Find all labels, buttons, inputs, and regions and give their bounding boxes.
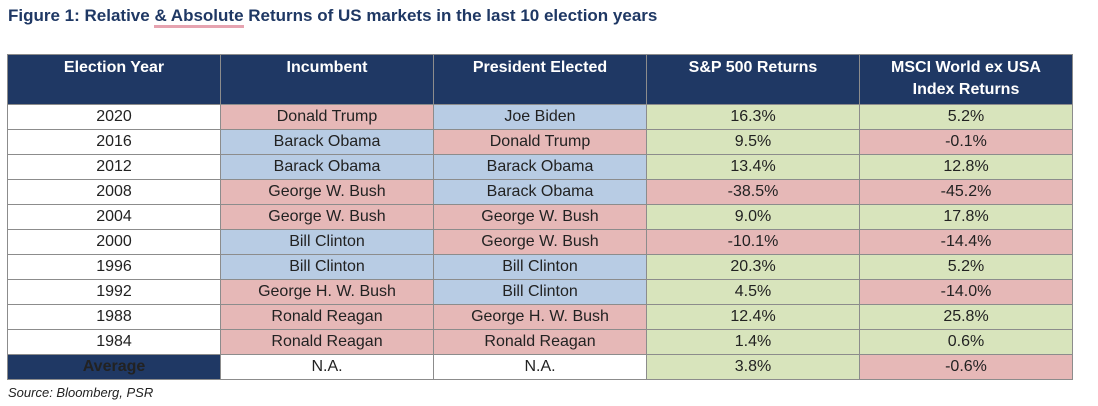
cell-msci-return: -0.1% xyxy=(859,129,1073,155)
cell-sp500-return: 9.0% xyxy=(646,204,860,230)
cell-incumbent: Ronald Reagan xyxy=(220,329,434,355)
cell-average-sp500: 3.8% xyxy=(646,354,860,380)
cell-average-msci: -0.6% xyxy=(859,354,1073,380)
cell-sp500-return: 16.3% xyxy=(646,104,860,130)
header-election-year: Election Year xyxy=(7,54,221,105)
cell-election-year: 2008 xyxy=(7,179,221,205)
table-row: 2020 Donald Trump Joe Biden 16.3% 5.2% xyxy=(7,104,1073,130)
header-msci-returns: MSCI World ex USA Index Returns xyxy=(859,54,1073,105)
cell-msci-return: -45.2% xyxy=(859,179,1073,205)
figure-title-highlight: & Absolute xyxy=(154,6,244,25)
cell-sp500-return: -38.5% xyxy=(646,179,860,205)
cell-incumbent: Bill Clinton xyxy=(220,229,434,255)
cell-sp500-return: 4.5% xyxy=(646,279,860,305)
cell-sp500-return: 13.4% xyxy=(646,154,860,180)
cell-msci-return: 25.8% xyxy=(859,304,1073,330)
cell-sp500-return: 12.4% xyxy=(646,304,860,330)
table-header-row: Election Year Incumbent President Electe… xyxy=(7,54,1073,105)
cell-election-year: 1984 xyxy=(7,329,221,355)
cell-msci-return: 5.2% xyxy=(859,254,1073,280)
cell-president-elected: Donald Trump xyxy=(433,129,647,155)
table-row: 2008 George W. Bush Barack Obama -38.5% -45.… xyxy=(7,179,1073,205)
cell-incumbent: George W. Bush xyxy=(220,204,434,230)
cell-president-elected: Ronald Reagan xyxy=(433,329,647,355)
cell-msci-return: 12.8% xyxy=(859,154,1073,180)
table-row: 1992 George H. W. Bush Bill Clinton 4.5% -14… xyxy=(7,279,1073,305)
cell-msci-return: -14.0% xyxy=(859,279,1073,305)
cell-president-elected: Bill Clinton xyxy=(433,254,647,280)
header-msci-line1: MSCI World ex USA xyxy=(891,59,1041,76)
table-row: 2012 Barack Obama Barack Obama 13.4% 12.8% xyxy=(7,154,1073,180)
table-row: 1996 Bill Clinton Bill Clinton 20.3% 5.2% xyxy=(7,254,1073,280)
cell-average-incumbent: N.A. xyxy=(220,354,434,380)
cell-average-label: Average xyxy=(7,354,221,380)
cell-sp500-return: 1.4% xyxy=(646,329,860,355)
table-body: 2020 Donald Trump Joe Biden 16.3% 5.2% 2016 Ba… xyxy=(7,104,1073,380)
cell-msci-return: 17.8% xyxy=(859,204,1073,230)
table-row: 2004 George W. Bush George W. Bush 9.0% 17.8… xyxy=(7,204,1073,230)
cell-sp500-return: 20.3% xyxy=(646,254,860,280)
figure-title-suffix: Returns of US markets in the last 10 ele… xyxy=(243,6,658,25)
cell-election-year: 2000 xyxy=(7,229,221,255)
cell-president-elected: Barack Obama xyxy=(433,154,647,180)
cell-sp500-return: 9.5% xyxy=(646,129,860,155)
cell-election-year: 1988 xyxy=(7,304,221,330)
table-row: 1984 Ronald Reagan Ronald Reagan 1.4% 0.6% xyxy=(7,329,1073,355)
table-row: 2016 Barack Obama Donald Trump 9.5% -0.1% xyxy=(7,129,1073,155)
election-returns-table: Election Year Incumbent President Electe… xyxy=(7,54,1073,380)
header-sp500-returns: S&P 500 Returns xyxy=(646,54,860,105)
figure-title: Figure 1: Relative & Absolute Returns of… xyxy=(8,6,657,30)
header-president-elected: President Elected xyxy=(433,54,647,105)
cell-election-year: 2004 xyxy=(7,204,221,230)
cell-msci-return: 0.6% xyxy=(859,329,1073,355)
cell-incumbent: Bill Clinton xyxy=(220,254,434,280)
header-incumbent: Incumbent xyxy=(220,54,434,105)
cell-average-president: N.A. xyxy=(433,354,647,380)
cell-incumbent: Ronald Reagan xyxy=(220,304,434,330)
table-row: 1988 Ronald Reagan George H. W. Bush 12.4% 2… xyxy=(7,304,1073,330)
cell-incumbent: Barack Obama xyxy=(220,129,434,155)
cell-incumbent: George W. Bush xyxy=(220,179,434,205)
cell-election-year: 2016 xyxy=(7,129,221,155)
cell-msci-return: 5.2% xyxy=(859,104,1073,130)
cell-incumbent: Donald Trump xyxy=(220,104,434,130)
figure-title-prefix: Figure 1: Relative xyxy=(8,6,155,25)
cell-president-elected: Barack Obama xyxy=(433,179,647,205)
cell-election-year: 1992 xyxy=(7,279,221,305)
cell-president-elected: Bill Clinton xyxy=(433,279,647,305)
cell-incumbent: Barack Obama xyxy=(220,154,434,180)
cell-msci-return: -14.4% xyxy=(859,229,1073,255)
cell-election-year: 2012 xyxy=(7,154,221,180)
average-row: Average N.A. N.A. 3.8% -0.6% xyxy=(7,354,1073,380)
cell-president-elected: George H. W. Bush xyxy=(433,304,647,330)
header-msci-line2: Index Returns xyxy=(912,81,1020,98)
table-row: 2000 Bill Clinton George W. Bush -10.1% -14.… xyxy=(7,229,1073,255)
cell-election-year: 1996 xyxy=(7,254,221,280)
cell-president-elected: Joe Biden xyxy=(433,104,647,130)
cell-election-year: 2020 xyxy=(7,104,221,130)
cell-president-elected: George W. Bush xyxy=(433,204,647,230)
cell-president-elected: George W. Bush xyxy=(433,229,647,255)
cell-sp500-return: -10.1% xyxy=(646,229,860,255)
cell-incumbent: George H. W. Bush xyxy=(220,279,434,305)
source-note: Source: Bloomberg, PSR xyxy=(8,385,154,400)
